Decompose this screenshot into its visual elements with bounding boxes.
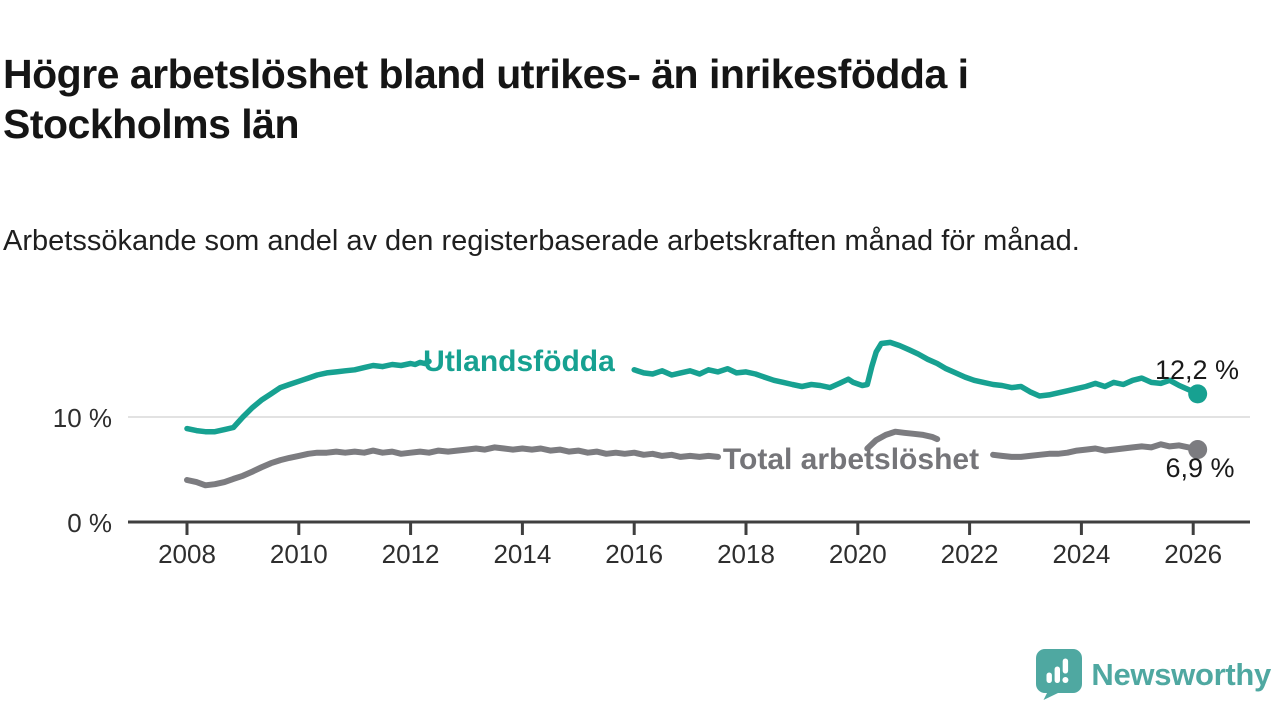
end-value-label-total: 6,9 % <box>1165 453 1234 483</box>
x-axis-tick-label: 2008 <box>158 539 216 569</box>
x-axis-tick-label: 2016 <box>605 539 663 569</box>
page-title: Högre arbetslöshet bland utrikes- än inr… <box>3 51 969 148</box>
y-axis-tick-label: 10 % <box>53 403 112 433</box>
x-axis-tick-label: 2020 <box>829 539 887 569</box>
series-line-total <box>864 428 941 452</box>
end-value-label-utlandsfodda: 12,2 % <box>1155 355 1239 385</box>
x-axis-tick-label: 2026 <box>1164 539 1222 569</box>
x-axis-tick-label: 2012 <box>382 539 440 569</box>
series-label-total-arbetsloshet: Total arbetslöshet <box>723 443 979 476</box>
series-end-dot-utlandsfodda <box>1188 384 1208 404</box>
series-end-dot-total <box>1188 440 1208 460</box>
series-line-utlandsfodda <box>184 358 432 435</box>
newsworthy-logo-icon <box>1036 649 1083 700</box>
x-axis-tick-label: 2022 <box>941 539 999 569</box>
x-axis-tick-label: 2024 <box>1052 539 1110 569</box>
newsworthy-brand-text: Newsworthy <box>1091 656 1271 692</box>
x-axis-tick-label: 2010 <box>270 539 328 569</box>
series-label-utlandsfodda: Utlandsfödda <box>423 345 615 378</box>
series-line-utlandsfodda <box>631 339 1201 399</box>
newsworthy-logo: Newsworthy <box>1036 649 1271 700</box>
chart-subtitle: Arbetssökande som andel av den registerb… <box>3 225 1080 257</box>
x-axis-tick-label: 2018 <box>717 539 775 569</box>
chart-generated-layer: 0 % 10 % 2008 2010 2012 2014 2016 2018 2020 2022 2… <box>53 339 1250 569</box>
y-axis-tick-label: 0 % <box>67 508 112 538</box>
series-line-total <box>990 441 1201 460</box>
series-line-total <box>184 444 721 489</box>
x-axis-tick-label: 2014 <box>493 539 551 569</box>
